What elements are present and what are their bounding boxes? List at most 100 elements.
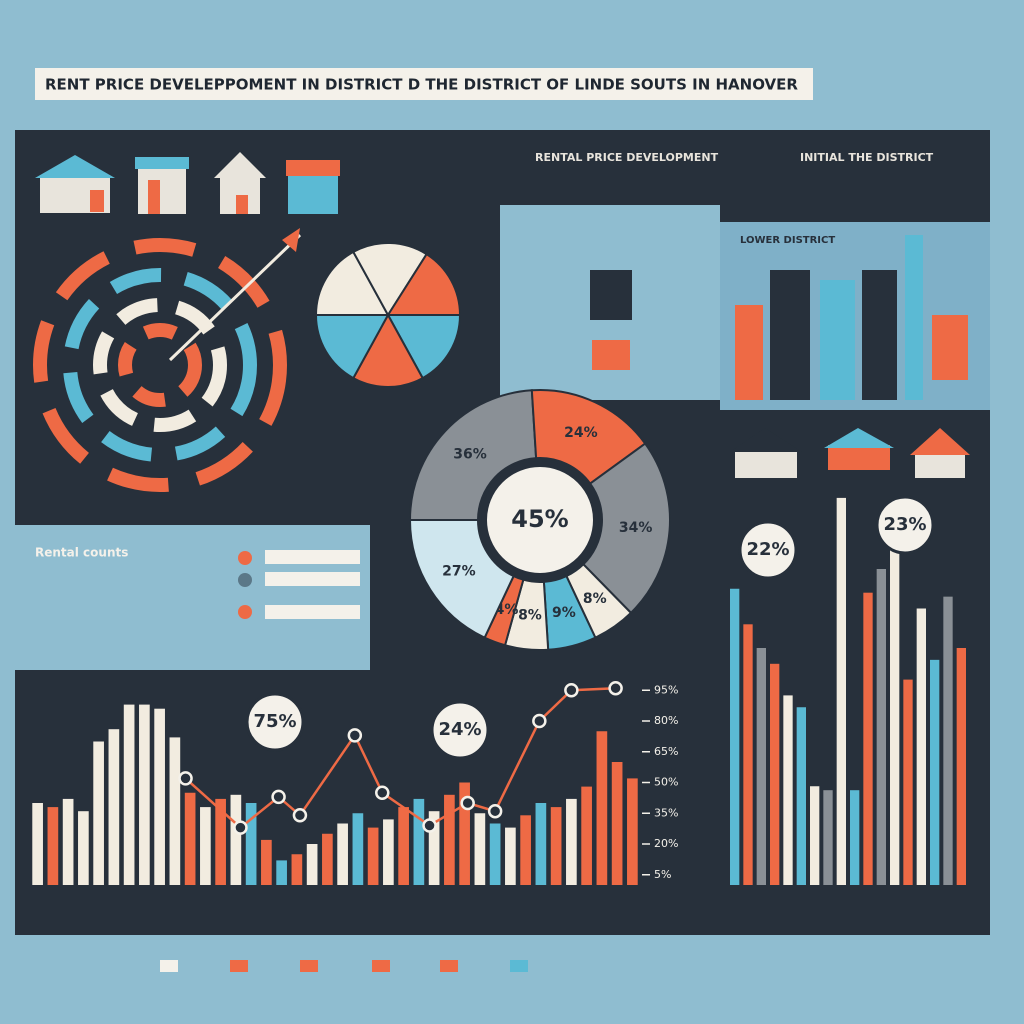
bar: [459, 782, 470, 885]
bar: [770, 663, 780, 885]
callout-label: 22%: [746, 539, 789, 560]
bar: [245, 803, 257, 885]
bar: [850, 790, 860, 885]
donut-center: 45%: [511, 505, 568, 533]
line-point: [347, 728, 363, 743]
bar: [32, 803, 43, 885]
callout-label: 75%: [253, 711, 296, 732]
bar: [93, 741, 104, 885]
divider: [370, 650, 460, 670]
light-panel: [15, 650, 370, 670]
bar: [230, 794, 242, 885]
title-bar: [35, 68, 813, 100]
bar: [903, 679, 913, 885]
houses: [35, 152, 970, 478]
bar: [627, 778, 638, 885]
bar: [352, 813, 364, 885]
bar: [550, 807, 562, 885]
line-point: [608, 680, 623, 696]
bar: [444, 794, 455, 885]
bar: [184, 792, 196, 885]
slice-label: 8%: [518, 607, 542, 623]
bar: [783, 695, 793, 885]
bar: [139, 704, 150, 885]
y-tick-label: 35%: [654, 806, 678, 819]
bar: [108, 729, 120, 885]
bar: [367, 827, 379, 885]
bar: [261, 839, 272, 885]
light-panel: [15, 525, 370, 650]
bar: [890, 537, 900, 885]
panel-heading: LOWER DISTRICT: [740, 235, 835, 246]
line-point: [271, 789, 286, 805]
bar: [489, 823, 501, 885]
callout-label: 23%: [883, 514, 926, 535]
line-point: [292, 808, 308, 823]
pie-slice: [314, 314, 390, 380]
bar: [876, 569, 886, 885]
bar: [215, 798, 226, 885]
pie-slice: [351, 312, 425, 388]
bar: [398, 807, 409, 885]
pie-slice: [314, 250, 390, 316]
bar: [520, 815, 531, 885]
bar: [743, 624, 753, 885]
bar: [863, 592, 873, 885]
line-point: [460, 795, 475, 811]
pie-slice: [386, 252, 462, 316]
bar: [916, 608, 926, 885]
y-tick-label: 50%: [654, 776, 678, 789]
donut-hole: [481, 461, 599, 579]
bar: [943, 596, 953, 885]
bar: [154, 708, 165, 885]
line-point: [233, 820, 248, 835]
bar: [730, 588, 740, 885]
line-point: [178, 771, 193, 786]
charts: 36%24%34%8%9%8%4%27%45%5%20%35%50%65%80%…: [32, 242, 966, 885]
bar: [306, 844, 318, 885]
line-point: [422, 818, 437, 833]
bar: [823, 790, 833, 885]
slice-label: 34%: [619, 520, 653, 536]
bar: [291, 854, 303, 885]
slice-label: 27%: [442, 563, 476, 579]
panel-heading: RENTAL PRICE DEVELOPMENT: [535, 151, 719, 164]
line: [184, 686, 616, 830]
slice-label: 24%: [564, 425, 598, 441]
bar: [796, 707, 806, 885]
bar: [62, 798, 74, 885]
bar: [78, 811, 89, 885]
callout-label: 24%: [438, 719, 481, 740]
line-point: [375, 785, 390, 800]
ring-graphic: [33, 228, 302, 492]
bar: [428, 811, 440, 885]
y-tick-label: 20%: [654, 837, 678, 850]
bar: [337, 823, 348, 885]
bar: [383, 819, 394, 885]
callout-bubble: [245, 692, 305, 752]
bar: [611, 762, 623, 885]
panel-heading: INITIAL THE DISTRICT: [800, 151, 934, 164]
slice-label: 36%: [453, 446, 487, 462]
bar: [413, 798, 425, 885]
panel-heading: Rental counts: [35, 546, 128, 560]
y-tick-label: 5%: [654, 868, 671, 881]
donut-slice: [408, 519, 515, 639]
bar: [756, 648, 766, 885]
pie-slice: [386, 314, 462, 380]
bar: [596, 731, 608, 885]
donut-slice: [408, 389, 538, 521]
bar: [930, 659, 940, 885]
bar: [505, 827, 516, 885]
bar: [169, 737, 181, 885]
slice-label: 8%: [583, 591, 607, 607]
bar: [581, 786, 592, 885]
bar: [47, 807, 59, 885]
bar: [200, 807, 211, 885]
bar: [123, 704, 135, 885]
bar: [956, 648, 966, 885]
line-point: [532, 713, 547, 729]
callout-bubble: [875, 495, 935, 555]
pie-slice: [351, 242, 428, 317]
